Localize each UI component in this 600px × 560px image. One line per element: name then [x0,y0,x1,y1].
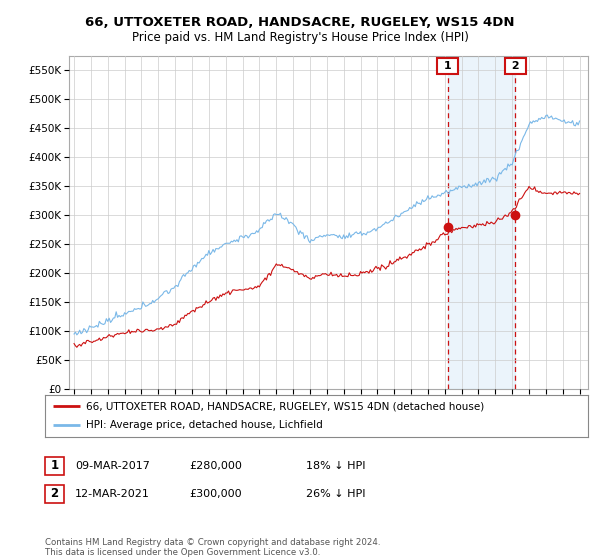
Text: 66, UTTOXETER ROAD, HANDSACRE, RUGELEY, WS15 4DN (detached house): 66, UTTOXETER ROAD, HANDSACRE, RUGELEY, … [86,401,484,411]
Text: £300,000: £300,000 [189,489,242,499]
Text: 26% ↓ HPI: 26% ↓ HPI [306,489,365,499]
Text: £280,000: £280,000 [189,461,242,471]
Text: 2: 2 [50,487,59,501]
Text: 1: 1 [440,61,456,71]
Text: 12-MAR-2021: 12-MAR-2021 [75,489,150,499]
Text: 09-MAR-2017: 09-MAR-2017 [75,461,150,471]
Text: 18% ↓ HPI: 18% ↓ HPI [306,461,365,471]
Text: 1: 1 [50,459,59,473]
Text: Price paid vs. HM Land Registry's House Price Index (HPI): Price paid vs. HM Land Registry's House … [131,31,469,44]
Text: 66, UTTOXETER ROAD, HANDSACRE, RUGELEY, WS15 4DN: 66, UTTOXETER ROAD, HANDSACRE, RUGELEY, … [85,16,515,29]
Text: 2: 2 [508,61,523,71]
Text: Contains HM Land Registry data © Crown copyright and database right 2024.
This d: Contains HM Land Registry data © Crown c… [45,538,380,557]
Bar [448,56,515,389]
Text: HPI: Average price, detached house, Lichfield: HPI: Average price, detached house, Lich… [86,421,322,431]
